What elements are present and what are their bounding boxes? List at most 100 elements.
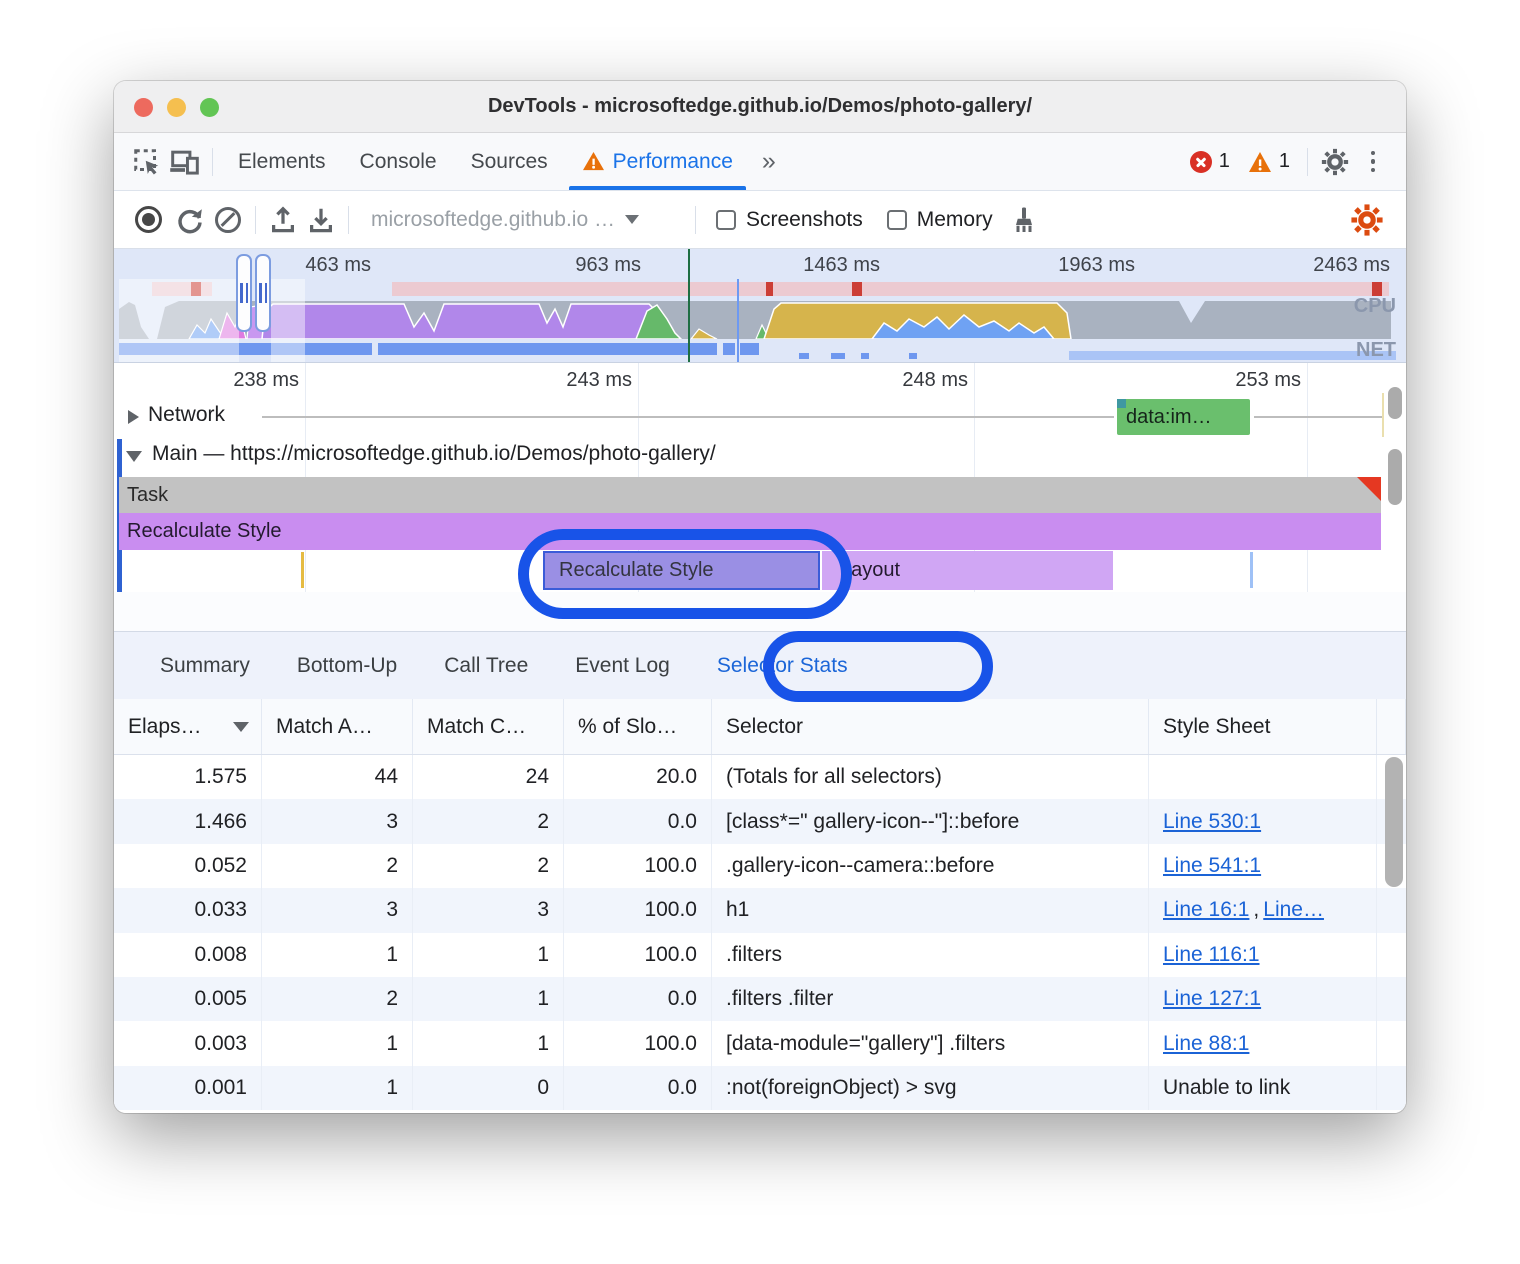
cell-style-sheet: Line 530:1 xyxy=(1149,799,1377,844)
error-icon xyxy=(1189,150,1212,173)
table-row[interactable]: 0.052 2 2 100.0 .gallery-icon--camera::befor… xyxy=(114,843,1406,889)
column-header-%-of-slo-[interactable]: % of Slo… xyxy=(564,699,712,754)
inspect-element-icon[interactable] xyxy=(128,143,166,181)
cell-style-sheet xyxy=(1149,755,1377,800)
task-event-bar[interactable]: Task xyxy=(119,477,1381,513)
table-body: 1.575 44 24 20.0 (Totals for all selectors) 1… xyxy=(114,755,1406,1113)
overview-tick-label: 1963 ms xyxy=(1058,254,1135,276)
style-sheet-link[interactable]: Line… xyxy=(1263,898,1324,922)
script-event-tick[interactable] xyxy=(301,552,304,588)
table-row[interactable]: 1.575 44 24 20.0 (Totals for all selectors) xyxy=(114,755,1406,800)
cell-selector: h1 xyxy=(712,888,1149,933)
style-sheet-link[interactable]: Line 16:1 xyxy=(1163,898,1250,922)
cell-match-attempts: 2 xyxy=(262,976,413,1022)
selected-recalculate-style-event[interactable]: Recalculate Style xyxy=(543,551,820,590)
table-scrollbar-thumb[interactable] xyxy=(1385,757,1403,887)
screenshots-label: Screenshots xyxy=(746,207,863,231)
overview-tick-label: 2463 ms xyxy=(1313,254,1390,276)
dcl-marker-line xyxy=(688,249,690,362)
table-row[interactable]: 1.466 3 2 0.0 [class*=" gallery-icon--"]::be… xyxy=(114,799,1406,844)
close-window-button[interactable] xyxy=(134,98,153,117)
screenshots-checkbox-row[interactable]: Screenshots xyxy=(716,208,863,232)
flame-chart[interactable]: 238 ms 243 ms 248 ms 253 ms Network data:im… xyxy=(114,363,1406,631)
cell-match-attempts: 1 xyxy=(262,1021,413,1066)
paint-event-tick[interactable] xyxy=(1250,552,1253,588)
bottom-tab-call-tree[interactable]: Call Tree xyxy=(444,653,529,677)
history-dropdown[interactable]: microsoftedge.github.io … xyxy=(357,208,687,232)
performance-toolbar: microsoftedge.github.io … Screenshots Me… xyxy=(114,191,1406,249)
garbage-collect-icon[interactable] xyxy=(1005,201,1043,239)
table-row[interactable]: 0.003 1 1 100.0 [data-module="gallery"] .fil… xyxy=(114,1021,1406,1066)
zoom-window-button[interactable] xyxy=(200,98,219,117)
table-row[interactable]: 0.033 3 3 100.0 h1 Line 16:1 , Line… xyxy=(114,888,1406,933)
selection-handle-right[interactable] xyxy=(255,254,271,332)
load-marker-line xyxy=(737,279,739,362)
main-thread-track[interactable]: Main — https://microsoftedge.github.io/D… xyxy=(114,439,1406,477)
style-sheet-link[interactable]: Line 541:1 xyxy=(1163,853,1262,877)
table-row[interactable]: 0.008 1 1 100.0 .filters Line 116:1 xyxy=(114,932,1406,977)
bottom-tab-bottom-up[interactable]: Bottom-Up xyxy=(296,653,398,677)
table-scrollbar[interactable] xyxy=(1385,757,1403,1109)
style-sheet-link[interactable]: Line 127:1 xyxy=(1163,987,1262,1011)
sort-descending-icon xyxy=(233,721,249,732)
style-sheet-link[interactable]: Line 116:1 xyxy=(1163,942,1260,966)
bottom-tab-selector-stats[interactable]: Selector Stats xyxy=(716,653,848,677)
memory-checkbox[interactable] xyxy=(886,209,907,230)
clear-recording-icon[interactable] xyxy=(209,201,247,239)
tab-console[interactable]: Console xyxy=(359,149,437,173)
layout-event-bar[interactable]: Layout xyxy=(822,551,1113,590)
collapsed-disclosure-icon[interactable] xyxy=(128,410,139,424)
scrollbar-thumb[interactable] xyxy=(1388,449,1402,505)
table-row[interactable]: 0.001 1 0 0.0:not(foreignObject) > svg Unabl… xyxy=(114,1065,1406,1111)
tab-sources[interactable]: Sources xyxy=(470,149,548,173)
bottom-tabbar: Summary Bottom-Up Call Tree Event Log Select… xyxy=(114,631,1406,699)
cell-match-attempts: 2 xyxy=(262,843,413,889)
column-header-match-c-[interactable]: Match C… xyxy=(413,699,564,754)
table-row[interactable]: 0.005 2 1 0.0 .filters .filter Line 127:1 xyxy=(114,976,1406,1022)
cell-style-sheet: Line 541:1 xyxy=(1149,843,1377,889)
cell-match-count: 2 xyxy=(413,799,564,844)
network-activity-chart xyxy=(119,343,1396,360)
scrollbar-thumb[interactable] xyxy=(1388,387,1402,419)
cell-match-attempts: 1 xyxy=(262,932,413,977)
cell-slow-percent: 100.0 xyxy=(564,843,712,889)
cell-elapsed: 0.005 xyxy=(114,976,262,1022)
more-tabs-icon[interactable]: » xyxy=(761,147,776,175)
cell-elapsed: 1.466 xyxy=(114,799,262,844)
cell-match-count: 0 xyxy=(413,1065,564,1111)
bottom-tab-event-log[interactable]: Event Log xyxy=(575,653,670,677)
column-header-style-sheet[interactable]: Style Sheet xyxy=(1149,699,1377,754)
divider xyxy=(1307,147,1308,176)
cell-slow-percent: 0.0 xyxy=(564,976,712,1022)
chevron-down-icon xyxy=(624,215,639,224)
long-task-corner-icon xyxy=(1357,477,1381,501)
network-request-event[interactable]: data:im… xyxy=(1117,399,1250,435)
kebab-menu-icon[interactable] xyxy=(1354,143,1392,181)
column-header-match-a-[interactable]: Match A… xyxy=(262,699,413,754)
bottom-tab-summary[interactable]: Summary xyxy=(160,653,250,677)
selection-handle-left[interactable] xyxy=(236,254,252,332)
upload-profile-icon[interactable] xyxy=(264,201,302,239)
column-header-selector[interactable]: Selector xyxy=(712,699,1149,754)
record-button[interactable] xyxy=(135,206,162,233)
expanded-disclosure-icon[interactable] xyxy=(126,451,142,462)
reload-and-record-icon[interactable] xyxy=(171,201,209,239)
device-toolbar-icon[interactable] xyxy=(166,143,204,181)
window-titlebar: DevTools - microsoftedge.github.io/Demos… xyxy=(114,81,1406,133)
memory-checkbox-row[interactable]: Memory xyxy=(886,208,993,232)
tab-performance[interactable]: Performance xyxy=(565,133,750,190)
minimize-window-button[interactable] xyxy=(167,98,186,117)
cell-slow-percent: 20.0 xyxy=(564,755,712,800)
capture-settings-gear-icon[interactable] xyxy=(1348,201,1386,239)
download-profile-icon[interactable] xyxy=(302,201,340,239)
style-sheet-link[interactable]: Line 88:1 xyxy=(1163,1031,1250,1055)
recalculate-style-event-bar[interactable]: Recalculate Style xyxy=(119,513,1381,550)
settings-gear-icon[interactable] xyxy=(1316,143,1354,181)
warning-badge[interactable]: 1 xyxy=(1248,150,1290,173)
style-sheet-link[interactable]: Line 530:1 xyxy=(1163,809,1262,833)
timeline-overview[interactable]: 463 ms 963 ms 1463 ms 1963 ms 2463 ms xyxy=(114,249,1406,363)
screenshots-checkbox[interactable] xyxy=(716,209,736,230)
column-header-elaps-[interactable]: Elaps… xyxy=(114,699,262,754)
error-badge[interactable]: 1 xyxy=(1189,150,1230,173)
tab-elements[interactable]: Elements xyxy=(238,149,326,173)
